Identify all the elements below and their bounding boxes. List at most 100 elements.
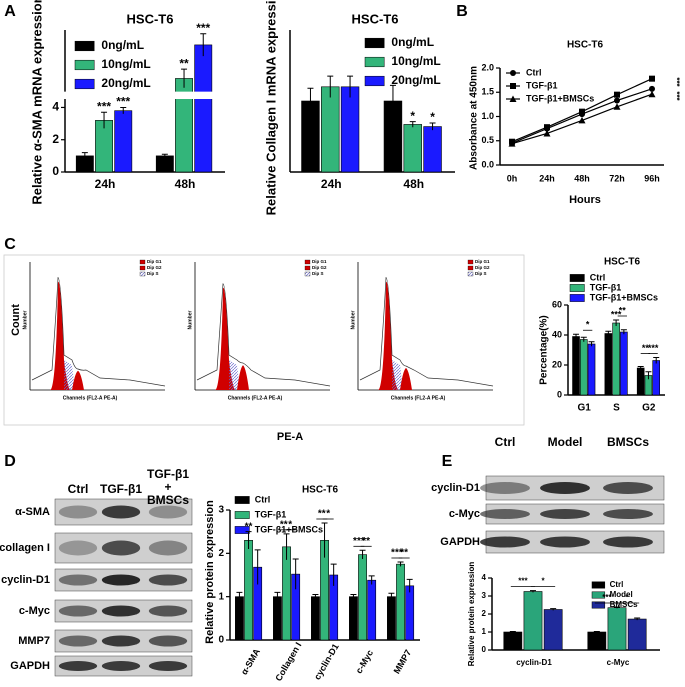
y-tick-label: 1 bbox=[218, 591, 224, 602]
error-bar bbox=[292, 558, 299, 590]
bar bbox=[612, 322, 620, 396]
error-bar bbox=[406, 578, 413, 593]
bar bbox=[579, 339, 588, 396]
legend-swatch bbox=[364, 37, 385, 49]
legend-label: Ctrl bbox=[255, 494, 270, 504]
error-bar bbox=[81, 152, 88, 160]
blot-band bbox=[148, 574, 188, 586]
significance: ** bbox=[280, 519, 288, 530]
y-tick-label: 2 bbox=[218, 548, 224, 559]
bar bbox=[349, 596, 358, 641]
bar bbox=[387, 596, 396, 641]
hist-legend-label: Dip G2 bbox=[147, 265, 162, 270]
significance: *** bbox=[353, 536, 365, 547]
bar bbox=[396, 563, 405, 641]
bar bbox=[340, 86, 360, 173]
x-tick-label: 0h bbox=[507, 173, 518, 183]
y-tick-label: 40 bbox=[552, 329, 562, 339]
y-tick-label: 0.5 bbox=[481, 135, 494, 145]
marker bbox=[578, 116, 586, 124]
y-tick-label: 2.0 bbox=[481, 62, 494, 72]
significance: *** bbox=[611, 309, 622, 319]
blot-band bbox=[101, 605, 141, 617]
histogram bbox=[31, 277, 166, 387]
error-bar bbox=[330, 563, 337, 586]
x-tick-label: 72h bbox=[609, 173, 625, 183]
bar bbox=[403, 124, 422, 173]
y-tick-label: 0 bbox=[557, 389, 562, 399]
error-bar bbox=[181, 68, 188, 88]
error-bar bbox=[605, 330, 612, 336]
marker bbox=[508, 140, 516, 147]
legend-label: TGF-β1 bbox=[590, 282, 622, 292]
x-tick-label: c-Myc bbox=[607, 658, 630, 667]
error-bar bbox=[634, 617, 641, 621]
x-tick-label: G2 bbox=[642, 403, 656, 414]
error-bar bbox=[327, 75, 334, 98]
lane-label: Ctrl bbox=[494, 435, 516, 449]
protein-label: GAPDH bbox=[440, 536, 480, 548]
panel-label: B bbox=[456, 3, 468, 20]
marker bbox=[579, 108, 585, 115]
x-tick-label: c-Myc bbox=[354, 648, 375, 675]
hist-legend-swatch bbox=[139, 259, 146, 265]
y-axis-label: Count bbox=[10, 304, 22, 336]
y-tick-label: 1.0 bbox=[481, 111, 494, 121]
y-tick-label: 3 bbox=[482, 591, 487, 600]
significance: ** bbox=[400, 548, 408, 559]
x-tick-label: 48h bbox=[175, 177, 196, 191]
significance: *** bbox=[518, 577, 528, 586]
histogram bbox=[359, 277, 494, 387]
g1-peak bbox=[50, 281, 70, 390]
significance: *** bbox=[97, 99, 111, 113]
blot-band bbox=[540, 536, 590, 548]
marker bbox=[510, 70, 516, 76]
blot-band bbox=[101, 635, 141, 647]
protein-label: GAPDH bbox=[10, 660, 50, 672]
y-tick-label: 0 bbox=[218, 635, 224, 646]
significance: *** bbox=[116, 95, 130, 109]
marker bbox=[544, 124, 550, 131]
significance: ** bbox=[642, 343, 650, 353]
s-phase bbox=[392, 360, 403, 390]
g2-peak bbox=[400, 368, 412, 390]
blot-band bbox=[101, 540, 141, 556]
bar bbox=[607, 607, 627, 651]
hist-legend-swatch bbox=[467, 259, 474, 265]
marker bbox=[649, 75, 655, 82]
protein-label: c-Myc bbox=[449, 508, 480, 520]
hist-legend-swatch bbox=[467, 271, 474, 277]
error-bar bbox=[509, 630, 516, 633]
blot-band bbox=[603, 482, 653, 494]
hist-x-label: Channels (FL2-A PE-A) bbox=[63, 395, 118, 401]
error-bar bbox=[573, 333, 580, 339]
blot-band bbox=[540, 509, 590, 519]
error-bar bbox=[245, 531, 252, 549]
x-tick-label: 48h bbox=[574, 173, 590, 183]
hist-legend-label: Dip S bbox=[147, 271, 159, 276]
blot-band bbox=[148, 505, 188, 519]
legend-label: Ctrl bbox=[590, 272, 606, 282]
significance: *** bbox=[672, 77, 681, 87]
bar bbox=[652, 360, 660, 396]
x-tick-label: Collagen I bbox=[273, 641, 303, 683]
blot-band bbox=[58, 574, 98, 586]
error-bar bbox=[389, 84, 396, 117]
significance: ** bbox=[362, 536, 370, 547]
chart-title: HSC-T6 bbox=[127, 11, 174, 26]
y-tick-label: 1.5 bbox=[481, 87, 494, 97]
bar bbox=[423, 126, 442, 173]
error-bar bbox=[200, 33, 207, 57]
blot-band bbox=[603, 509, 653, 519]
blot-band bbox=[58, 605, 98, 617]
legend-label: TGF-β1+BMSCs bbox=[255, 524, 323, 534]
marker bbox=[543, 129, 551, 137]
hist-x-label: Channels (FL2-A PE-A) bbox=[228, 395, 283, 401]
significance: ** bbox=[318, 509, 326, 520]
frame bbox=[3, 254, 525, 426]
y-tick-label: 1 bbox=[482, 627, 487, 636]
y-tick-label: 4 bbox=[482, 573, 487, 582]
error-bar bbox=[321, 522, 328, 558]
protein-label: c-Myc bbox=[19, 605, 50, 617]
